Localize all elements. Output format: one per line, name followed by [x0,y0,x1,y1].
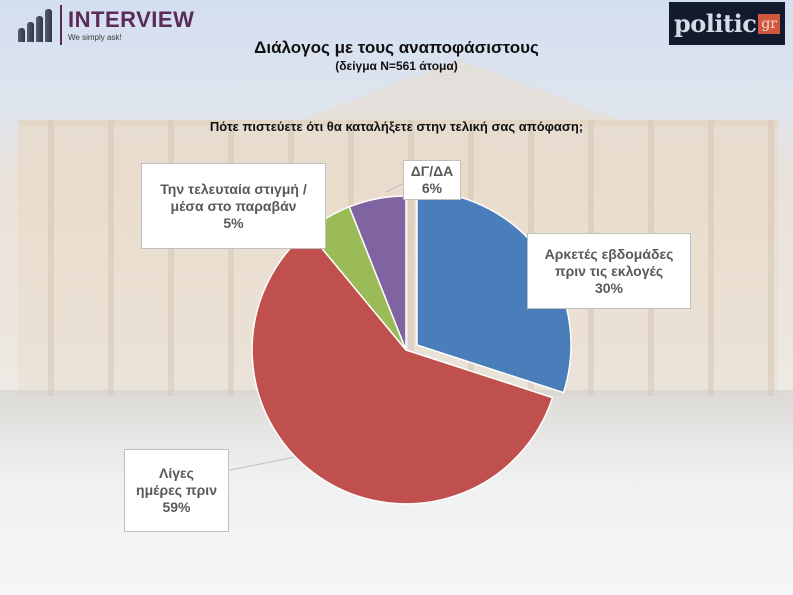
background-parliament-pediment [300,60,620,120]
label-few-days-before: Λίγες ημέρες πριν 59% [124,449,229,532]
interview-brand-name: INTERVIEW [68,6,195,32]
label-value: 30% [594,279,624,296]
label-last-moment: Την τελευταία στιγμή / μέσα στο παραβάν … [141,163,326,249]
label-text: πριν τις εκλογές [554,262,664,279]
politic-brand-suffix: gr [758,13,780,34]
logo-divider [60,5,62,45]
politic-gr-logo: politic gr [669,2,785,45]
chart-question: Πότε πιστεύετε ότι θα καταλήξετε στην τε… [209,119,584,134]
bar-chart-logo-icon [18,8,52,42]
label-text: ημέρες πριν [136,482,217,498]
label-text: ΔΓ/ΔΑ [410,163,454,179]
slice-few-days-before [251,230,554,505]
interview-tagline: We simply ask! [68,32,122,42]
label-value: 5% [223,214,244,231]
label-text: Την τελευταία στιγμή / [160,180,307,197]
page-title: Διάλογος με τους αναποφάσιστους [254,38,539,57]
politic-brand-name: politic [674,9,757,38]
page-subtitle: (δείγμα Ν=561 άτομα) [335,59,458,73]
label-text: Λίγες [159,465,194,481]
interview-logo: INTERVIEW We simply ask! [18,5,194,45]
label-text: Αρκετές εβδομάδες [544,245,674,262]
label-value: 6% [421,180,443,196]
label-dont-know: ΔΓ/ΔΑ 6% [403,160,461,200]
label-text: μέσα στο παραβάν [170,197,297,214]
label-value: 59% [162,499,191,515]
label-several-weeks-before: Αρκετές εβδομάδες πριν τις εκλογές 30% [527,233,691,309]
